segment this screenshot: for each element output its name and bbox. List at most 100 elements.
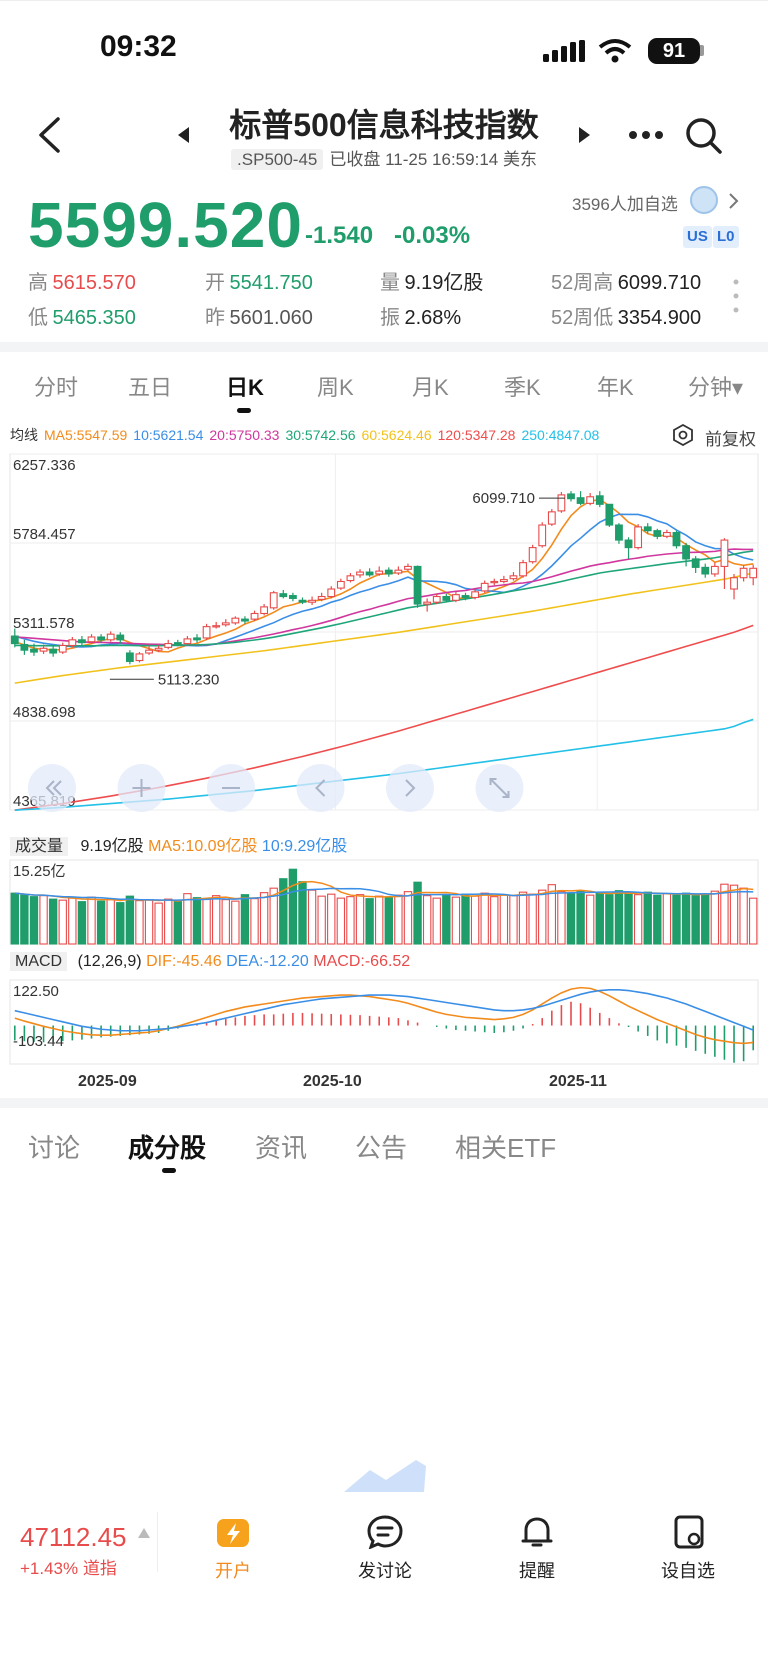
candle bbox=[78, 639, 86, 644]
kline-chart[interactable]: 6257.3365784.4575311.5784838.6984365.819… bbox=[0, 448, 768, 828]
volume-bar bbox=[624, 892, 633, 945]
kline-tab-4[interactable]: 月K bbox=[412, 375, 449, 400]
page-title: 标普500信息科技指数 bbox=[229, 107, 539, 143]
volume-bar bbox=[480, 892, 489, 945]
add-watchlist-button[interactable]: 设自选 bbox=[661, 1561, 715, 1581]
candle bbox=[615, 524, 623, 541]
volume-bar bbox=[58, 899, 67, 945]
candle bbox=[605, 503, 614, 526]
candle bbox=[298, 599, 307, 603]
candle bbox=[20, 643, 29, 651]
candle bbox=[183, 638, 192, 645]
price-change-pct: -0.03% bbox=[394, 222, 471, 249]
chat-icon[interactable] bbox=[367, 1515, 403, 1549]
stat-volume: 量 9.19亿股 bbox=[380, 272, 484, 294]
fullscreen-icon[interactable] bbox=[475, 764, 524, 812]
kline-tab-6[interactable]: 年K bbox=[597, 375, 634, 400]
kline-tab-7[interactable]: 分钟▾ bbox=[688, 375, 744, 400]
search-icon[interactable] bbox=[684, 116, 724, 156]
macd-chart[interactable]: 122.50 -103.44 bbox=[0, 978, 768, 1068]
candle bbox=[576, 497, 585, 504]
prev-icon[interactable] bbox=[178, 127, 190, 143]
price-change: -1.540 bbox=[305, 222, 374, 249]
volume-bar bbox=[173, 901, 183, 945]
volume-ma-5 bbox=[14, 880, 754, 902]
volume-bar bbox=[68, 897, 77, 945]
chevron-right-icon[interactable] bbox=[728, 192, 740, 210]
candle bbox=[260, 606, 269, 615]
volume-bar bbox=[250, 898, 259, 945]
more-icon[interactable] bbox=[628, 130, 664, 140]
alert-button[interactable]: 提醒 bbox=[519, 1561, 555, 1581]
bell-icon[interactable] bbox=[520, 1515, 554, 1549]
back-icon[interactable] bbox=[36, 116, 62, 154]
candle bbox=[509, 575, 518, 580]
volume-frame bbox=[9, 859, 759, 945]
market-tag-level: L0 bbox=[713, 226, 739, 248]
kline-tab-5[interactable]: 季K bbox=[504, 375, 541, 400]
stat-52w-high: 52周高 6099.710 bbox=[551, 272, 702, 294]
volume-bar bbox=[432, 897, 441, 945]
pan-right-icon[interactable] bbox=[386, 764, 434, 812]
content-tab-1[interactable]: 成分股 bbox=[128, 1133, 207, 1163]
volume-bar bbox=[566, 893, 576, 945]
stat-prev-close: 昨 5601.060 bbox=[205, 307, 313, 329]
section-divider bbox=[0, 342, 768, 352]
market-status: 已收盘 11-25 16:59:14 美东 bbox=[329, 150, 537, 169]
candle bbox=[87, 636, 96, 643]
ma-line-30 bbox=[14, 550, 754, 647]
kline-settings-icon[interactable] bbox=[672, 424, 694, 446]
volume-bar bbox=[154, 902, 163, 945]
wifi-icon bbox=[598, 39, 632, 63]
candle bbox=[423, 601, 432, 605]
watchlist-add-icon[interactable] bbox=[672, 1515, 706, 1549]
zoom-out-icon[interactable] bbox=[28, 764, 76, 812]
adjust-mode[interactable]: 前复权 bbox=[705, 430, 756, 449]
content-tab-4[interactable]: 相关ETF bbox=[455, 1133, 557, 1163]
candle bbox=[221, 622, 230, 626]
kline-tab-3[interactable]: 周K bbox=[317, 375, 354, 400]
volume-bar bbox=[528, 893, 537, 945]
candle bbox=[164, 643, 173, 648]
volume-bar bbox=[164, 898, 173, 945]
kline-tab-0[interactable]: 分时 bbox=[34, 375, 79, 400]
kline-tab-1[interactable]: 五日 bbox=[128, 375, 173, 400]
post-discussion-button[interactable]: 发讨论 bbox=[358, 1561, 412, 1581]
volume-bar bbox=[20, 894, 29, 945]
content-tab-indicator bbox=[162, 1168, 176, 1173]
volume-bar bbox=[125, 895, 135, 945]
candle bbox=[519, 562, 527, 577]
pan-left-icon[interactable] bbox=[296, 764, 345, 812]
volume-chart[interactable]: 15.25亿 bbox=[0, 858, 768, 948]
volume-bar bbox=[106, 899, 115, 945]
more-stats-icon[interactable] bbox=[732, 278, 740, 314]
kline-tab-2[interactable]: 日K bbox=[226, 375, 264, 400]
candle bbox=[250, 612, 259, 620]
volume-ma10: 10:9.29亿股 bbox=[261, 838, 348, 855]
candle bbox=[701, 566, 710, 575]
minus-icon[interactable] bbox=[207, 764, 255, 812]
volume-bar bbox=[595, 892, 604, 945]
last-price: 5599.520 bbox=[28, 189, 303, 261]
candle bbox=[375, 570, 384, 575]
volume-bar bbox=[116, 902, 125, 945]
content-tab-3[interactable]: 公告 bbox=[355, 1133, 408, 1163]
stat-52w-low: 52周低 3354.900 bbox=[551, 307, 702, 329]
content-tab-2[interactable]: 资讯 bbox=[255, 1133, 308, 1163]
watchers-count[interactable]: 3596人加自选 bbox=[572, 195, 678, 214]
next-icon[interactable] bbox=[578, 127, 590, 143]
lightning-icon[interactable] bbox=[216, 1515, 250, 1549]
section-divider-2 bbox=[0, 1098, 768, 1108]
ticker-index-value[interactable]: 47112.45 bbox=[20, 1522, 127, 1552]
volume-bar bbox=[547, 884, 557, 945]
zoom-in-icon[interactable] bbox=[117, 764, 166, 812]
ma-line-5 bbox=[14, 498, 754, 653]
open-account-button[interactable]: 开户 bbox=[215, 1561, 251, 1581]
volume-bar bbox=[307, 889, 317, 945]
volume-bar bbox=[336, 897, 346, 945]
kline-y-tick: 5784.457 bbox=[13, 526, 76, 543]
volume-bar bbox=[355, 894, 365, 945]
content-tab-0[interactable]: 讨论 bbox=[28, 1133, 81, 1163]
candle bbox=[125, 652, 134, 663]
volume-bar bbox=[231, 900, 240, 945]
